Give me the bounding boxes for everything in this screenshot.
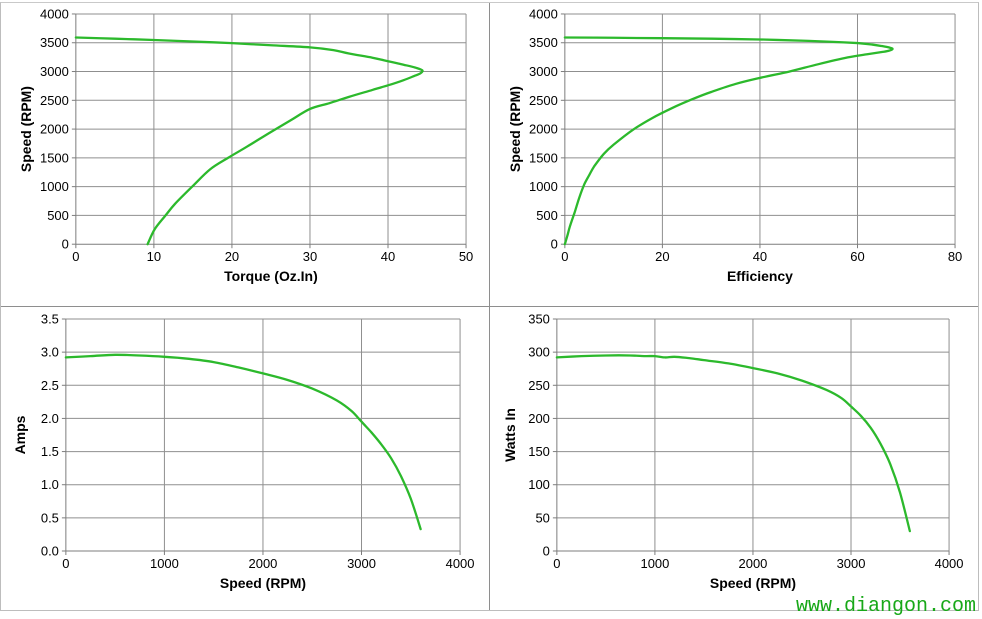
x-tick-label: 20 [655,249,669,264]
y-tick-label: 250 [528,378,550,393]
y-tick-label: 1.5 [41,444,59,459]
y-tick-label: 3.0 [41,345,59,360]
x-tick-label: 20 [225,249,239,264]
y-tick-label: 150 [528,444,550,459]
y-tick-label: 200 [528,411,550,426]
y-tick-label: 500 [536,208,558,223]
y-tick-label: 300 [528,345,550,360]
x-tick-label: 1000 [150,556,179,571]
x-tick-label: 10 [147,249,161,264]
y-tick-label: 0.5 [41,510,59,525]
x-axis-title: Torque (Oz.In) [224,268,318,284]
x-axis-title: Efficiency [727,268,793,284]
x-tick-label: 2000 [249,556,278,571]
x-axis-title: Speed (RPM) [220,575,306,591]
y-tick-label: 50 [535,510,549,525]
y-tick-label: 4000 [40,6,69,21]
x-axis-title: Speed (RPM) [710,575,796,591]
chart-cell-top-right: 0 20 40 60 80 0 500 1000 1500 2000 2500 3000 3500 400… [490,3,978,307]
chart-cell-bottom-right: 0 1000 2000 3000 4000 0 50 100 150 200 250 300 350 Sp… [490,307,978,610]
x-tick-label: 2000 [739,556,768,571]
y-tick-label: 2000 [529,122,558,137]
y-tick-label: 2000 [40,122,69,137]
chart-cell-top-left: 0 10 20 30 40 50 0 500 1000 1500 2000 2500 3000 3500 4… [1,3,490,307]
x-tick-label: 4000 [446,556,475,571]
y-axis-title: Watts In [502,408,518,462]
y-tick-label: 2500 [40,93,69,108]
y-tick-label: 2.5 [41,378,59,393]
y-axis-title: Amps [12,415,28,454]
x-tick-label: 0 [72,249,79,264]
chart-cell-bottom-left: 0 1000 2000 3000 4000 0.0 0.5 1.0 1.5 2.0 2.5 3.0 3.… [1,307,490,610]
y-axis-title: Speed (RPM) [507,86,523,172]
y-tick-label: 500 [47,208,69,223]
data-curve [563,36,894,246]
y-tick-label: 350 [528,311,550,326]
y-tick-label: 3500 [529,35,558,50]
x-tick-label: 3000 [837,556,866,571]
chart-speed-vs-efficiency: 0 20 40 60 80 0 500 1000 1500 2000 2500 3000 3500 400… [507,6,962,284]
chart-watts-in-vs-speed: 0 1000 2000 3000 4000 0 50 100 150 200 250 300 350 Sp… [502,311,964,591]
y-tick-label: 2.0 [41,411,59,426]
y-tick-label: 1000 [40,179,69,194]
y-tick-label: 4000 [529,6,558,21]
chart-speed-vs-torque: 0 10 20 30 40 5005001000150020002500300035004… [18,6,473,284]
y-tick-label: 0 [543,543,550,558]
x-tick-label: 60 [850,249,864,264]
watermark-text: www.diangon.com [795,595,976,618]
data-curve [64,353,422,531]
y-tick-label: 3500 [40,35,69,50]
chart-amps-vs-speed: 0 1000 2000 3000 4000 0.0 0.5 1.0 1.5 2.0 2.5 3.0 3.… [12,311,475,591]
x-tick-label: 50 [459,249,473,264]
y-tick-label: 0 [551,237,558,252]
data-curve [555,354,911,533]
y-tick-label: 3000 [529,64,558,79]
y-axis-title: Speed (RPM) [18,86,34,172]
x-tick-label: 40 [753,249,767,264]
y-tick-label: 0 [62,237,69,252]
y-tick-label: 3.5 [41,311,59,326]
x-tick-label: 30 [303,249,317,264]
y-tick-label: 3000 [40,64,69,79]
y-tick-label: 1500 [529,150,558,165]
data-curve [74,36,424,246]
y-tick-label: 2500 [529,93,558,108]
x-tick-label: 1000 [640,556,669,571]
x-tick-label: 0 [62,556,69,571]
x-tick-label: 0 [553,556,560,571]
y-tick-label: 0.0 [41,543,59,558]
y-tick-label: 100 [528,477,550,492]
x-tick-label: 80 [948,249,962,264]
y-tick-label: 1.0 [41,477,59,492]
x-tick-label: 4000 [935,556,964,571]
y-tick-label: 1000 [529,179,558,194]
x-tick-label: 0 [561,249,568,264]
y-tick-label: 1500 [40,150,69,165]
x-tick-label: 40 [381,249,395,264]
x-tick-label: 3000 [347,556,376,571]
